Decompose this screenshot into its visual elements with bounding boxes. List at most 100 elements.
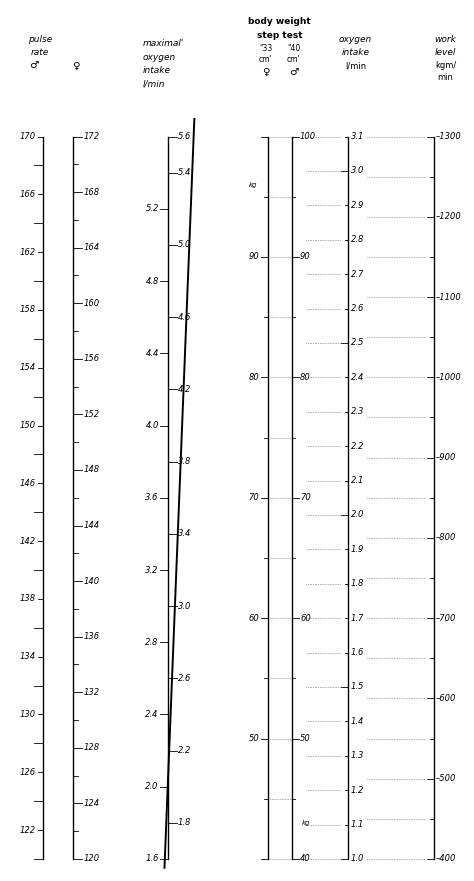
Text: 146: 146 — [20, 478, 36, 488]
Text: 90: 90 — [248, 253, 259, 262]
Text: 5.0: 5.0 — [178, 241, 191, 249]
Text: 50: 50 — [248, 734, 259, 743]
Text: 138: 138 — [20, 595, 36, 603]
Text: intake: intake — [142, 66, 170, 75]
Text: 4.6: 4.6 — [178, 313, 191, 322]
Text: 160: 160 — [84, 299, 100, 307]
Text: 1.2: 1.2 — [351, 786, 364, 795]
Text: ♀: ♀ — [72, 61, 80, 70]
Text: 2.1: 2.1 — [351, 476, 364, 485]
Text: –1300: –1300 — [436, 132, 462, 141]
Text: 4.0: 4.0 — [146, 421, 159, 430]
Text: 4.2: 4.2 — [178, 385, 191, 394]
Text: 164: 164 — [84, 243, 100, 252]
Text: 3.6: 3.6 — [146, 493, 159, 502]
Text: 2.4: 2.4 — [351, 373, 364, 381]
Text: 128: 128 — [84, 744, 100, 752]
Text: 2.9: 2.9 — [351, 201, 364, 210]
Text: kgm/: kgm/ — [435, 62, 456, 70]
Text: 2.5: 2.5 — [351, 338, 364, 347]
Text: maximal': maximal' — [142, 40, 183, 48]
Text: 1.7: 1.7 — [351, 614, 364, 623]
Text: 2.2: 2.2 — [178, 746, 191, 755]
Text: ♂: ♂ — [29, 61, 39, 70]
Text: 1.0: 1.0 — [351, 855, 364, 863]
Text: 5.6: 5.6 — [178, 132, 191, 141]
Text: 142: 142 — [20, 537, 36, 545]
Text: 2.8: 2.8 — [146, 638, 159, 647]
Text: –1000: –1000 — [436, 373, 462, 381]
Text: 5.4: 5.4 — [178, 168, 191, 177]
Text: ♀: ♀ — [262, 67, 269, 77]
Text: 50: 50 — [300, 734, 311, 743]
Text: rate: rate — [31, 48, 49, 57]
Text: 154: 154 — [20, 363, 36, 373]
Text: 2.0: 2.0 — [351, 510, 364, 520]
Text: –1100: –1100 — [436, 292, 462, 301]
Text: –800: –800 — [436, 533, 456, 543]
Text: oxygen: oxygen — [339, 35, 372, 44]
Text: kg: kg — [249, 181, 257, 188]
Text: l/min: l/min — [142, 79, 164, 88]
Text: level: level — [435, 48, 456, 57]
Text: –500: –500 — [436, 774, 456, 783]
Text: –600: –600 — [436, 694, 456, 703]
Text: 2.2: 2.2 — [351, 441, 364, 451]
Text: 122: 122 — [20, 825, 36, 834]
Text: 4.4: 4.4 — [146, 349, 159, 358]
Text: 2.8: 2.8 — [351, 235, 364, 244]
Text: 144: 144 — [84, 521, 100, 530]
Text: body weight: body weight — [248, 18, 311, 26]
Text: 1.4: 1.4 — [351, 717, 364, 726]
Text: 100: 100 — [300, 132, 316, 141]
Text: cm': cm' — [259, 56, 272, 64]
Text: 130: 130 — [20, 710, 36, 719]
Text: 2.7: 2.7 — [351, 270, 364, 278]
Text: 1.3: 1.3 — [351, 751, 364, 760]
Text: ♂: ♂ — [289, 67, 299, 77]
Text: 2.3: 2.3 — [351, 407, 364, 416]
Text: 166: 166 — [20, 189, 36, 199]
Text: 4.8: 4.8 — [146, 277, 159, 285]
Text: min: min — [438, 73, 454, 82]
Text: 90: 90 — [300, 253, 311, 262]
Text: 2.4: 2.4 — [146, 710, 159, 719]
Text: pulse: pulse — [28, 35, 53, 44]
Text: –900: –900 — [436, 453, 456, 463]
Text: –1200: –1200 — [436, 212, 462, 221]
Text: 134: 134 — [20, 652, 36, 662]
Text: 70: 70 — [248, 493, 259, 502]
Text: 1.8: 1.8 — [178, 818, 191, 827]
Text: 2.0: 2.0 — [146, 782, 159, 791]
Text: 80: 80 — [248, 373, 259, 381]
Text: 5.2: 5.2 — [146, 204, 159, 213]
Text: 1.6: 1.6 — [351, 648, 364, 657]
Text: 3.4: 3.4 — [178, 529, 191, 538]
Text: 172: 172 — [84, 132, 100, 141]
Text: 124: 124 — [84, 799, 100, 808]
Text: "40: "40 — [287, 44, 301, 53]
Text: 120: 120 — [84, 855, 100, 863]
Text: 136: 136 — [84, 633, 100, 641]
Text: 1.8: 1.8 — [351, 580, 364, 589]
Text: work: work — [435, 35, 456, 44]
Text: l/min: l/min — [345, 62, 366, 70]
Text: kg: kg — [302, 820, 310, 825]
Text: cm': cm' — [287, 56, 301, 64]
Text: 140: 140 — [84, 577, 100, 586]
Text: 60: 60 — [248, 614, 259, 623]
Text: 60: 60 — [300, 614, 311, 623]
Text: 1.9: 1.9 — [351, 544, 364, 554]
Text: 3.2: 3.2 — [146, 566, 159, 574]
Text: –400: –400 — [436, 855, 456, 863]
Text: 3.8: 3.8 — [178, 457, 191, 466]
Text: 132: 132 — [84, 688, 100, 697]
Text: –700: –700 — [436, 614, 456, 623]
Text: 162: 162 — [20, 248, 36, 256]
Text: 168: 168 — [84, 188, 100, 196]
Text: 150: 150 — [20, 421, 36, 430]
Text: 170: 170 — [20, 132, 36, 141]
Text: intake: intake — [341, 48, 370, 57]
Text: 158: 158 — [20, 306, 36, 315]
Text: 156: 156 — [84, 354, 100, 363]
